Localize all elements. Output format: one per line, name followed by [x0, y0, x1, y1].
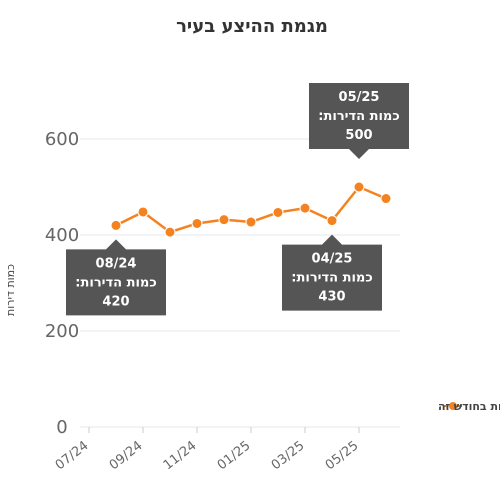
y-tick-label: 0 [56, 417, 67, 438]
data-point[interactable] [326, 215, 338, 227]
tooltip-layer: 08/24 כמות הדירות: 420 04/25 כמות הדירות: 430… [66, 83, 409, 316]
legend[interactable]: כמות הדירות המוצעות בחודש זה [438, 400, 500, 413]
data-point[interactable] [380, 193, 392, 205]
x-axis: 07/24 09/24 11/24 01/25 03/25 05/25 [53, 427, 362, 473]
legend-label: כמות הדירות המוצעות בחודש זה [438, 400, 500, 413]
x-tick-label: 09/24 [107, 438, 146, 473]
x-tick-label: 05/25 [323, 438, 362, 473]
tooltip-month: 05/25 [339, 90, 380, 105]
y-tick-label: 200 [45, 321, 79, 342]
data-point[interactable] [137, 206, 149, 218]
tooltip-month: 04/25 [312, 252, 353, 267]
tooltip-label: כמות הדירות: [75, 275, 156, 290]
tooltip-value: 420 [102, 294, 129, 309]
y-tick-label: 400 [45, 225, 79, 246]
tooltip-value: 430 [318, 290, 345, 305]
tooltip-label: כמות הדירות: [291, 271, 372, 286]
legend-marker-icon [448, 401, 458, 411]
y-tick-label: 600 [45, 129, 79, 150]
data-point[interactable] [218, 214, 230, 226]
x-tick-label: 03/25 [269, 438, 308, 473]
tooltip-label: כמות הדירות: [318, 109, 399, 124]
data-point[interactable] [299, 202, 311, 214]
data-point[interactable] [272, 206, 284, 218]
y-axis-label: כמות דירות [4, 264, 17, 316]
y-axis: 0 200 400 600 [45, 129, 79, 438]
tooltip-value: 500 [345, 128, 372, 143]
data-point[interactable] [191, 217, 203, 229]
tooltip-box [66, 239, 166, 316]
data-point[interactable] [110, 219, 122, 231]
tooltip-month: 08/24 [96, 256, 137, 271]
x-tick-label: 01/25 [215, 438, 254, 473]
tooltip-box [309, 83, 409, 159]
data-point[interactable] [164, 226, 176, 238]
tooltip: 04/25 כמות הדירות: 430 [282, 234, 382, 311]
data-point[interactable] [353, 181, 365, 193]
tooltip: 08/24 כמות הדירות: 420 [66, 239, 166, 316]
x-tick-label: 11/24 [161, 438, 200, 473]
tooltip: 05/25 כמות הדירות: 500 [309, 83, 409, 159]
series-layer [110, 181, 392, 238]
x-tick-label: 07/24 [53, 438, 92, 473]
chart-title: מגמת ההיצע בעיר [176, 16, 328, 37]
data-point[interactable] [245, 216, 257, 228]
tooltip-box [282, 234, 382, 311]
